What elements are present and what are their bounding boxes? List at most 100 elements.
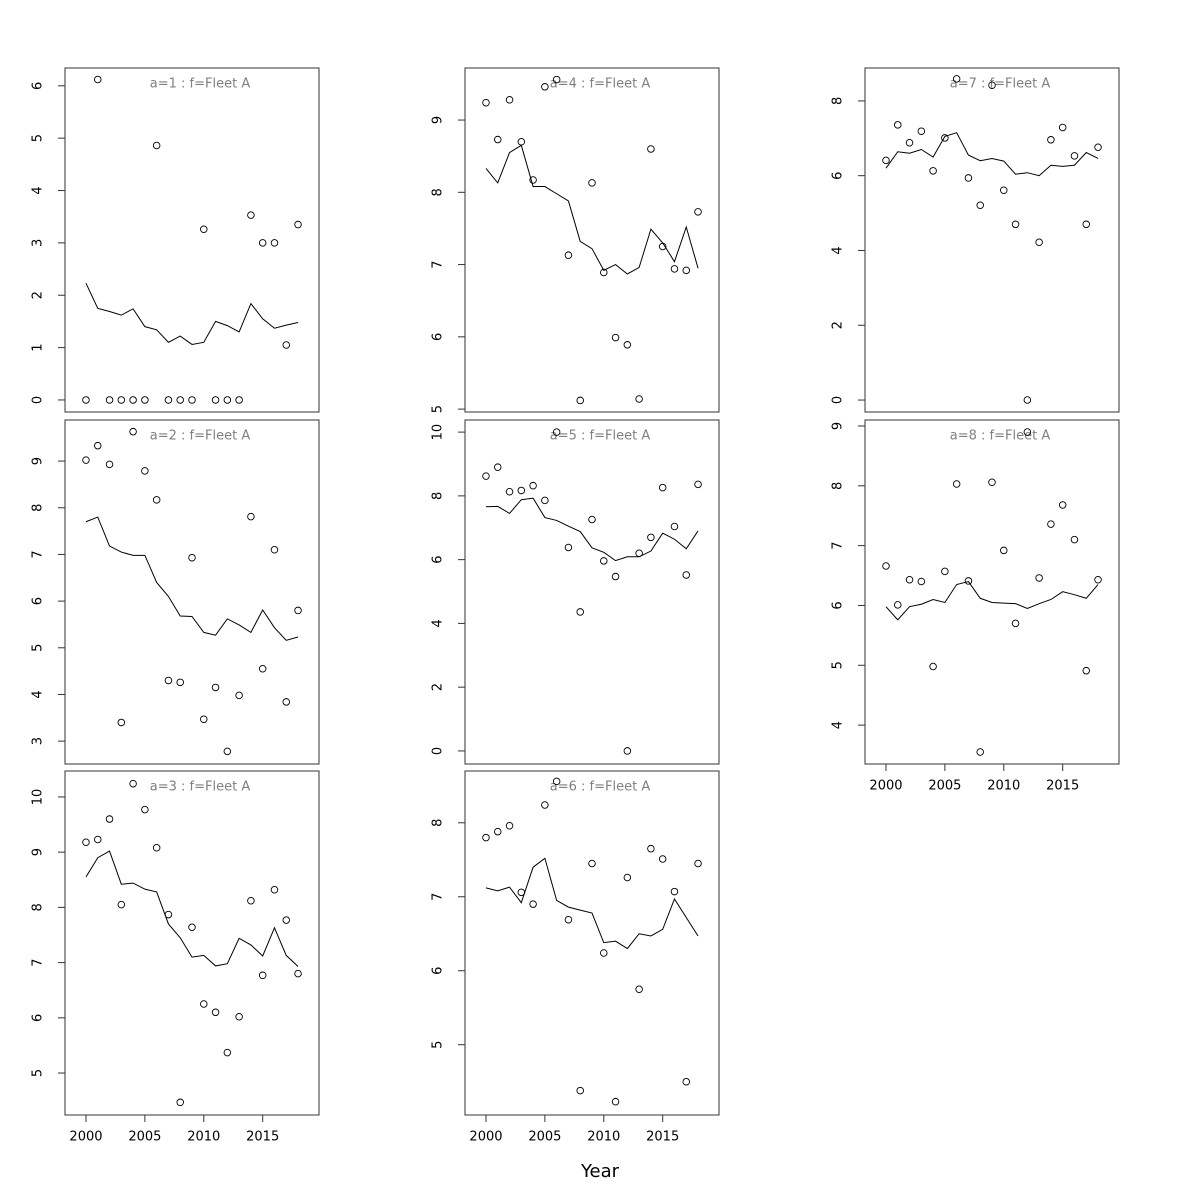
data-point	[1000, 546, 1008, 555]
data-point	[1035, 574, 1043, 582]
panel-title: a=1 : f=Fleet A	[150, 77, 251, 92]
y-tick-label: 4	[431, 619, 446, 627]
data-point	[82, 396, 90, 404]
y-tick-label: 5	[431, 405, 446, 413]
data-point	[670, 887, 679, 896]
data-point	[694, 480, 702, 489]
data-point	[1023, 396, 1032, 404]
y-tick-label: 7	[31, 958, 46, 966]
data-point	[670, 522, 679, 531]
data-point	[223, 396, 232, 404]
data-point	[682, 1077, 690, 1086]
data-point	[611, 333, 620, 342]
data-point	[200, 715, 208, 723]
x-tick-label: 2015	[646, 1130, 679, 1145]
y-tick-label: 5	[31, 134, 46, 142]
fitted-line	[885, 580, 1099, 621]
panel-frame	[64, 419, 320, 765]
y-tick-label: 7	[831, 541, 846, 549]
y-tick-label: 9	[431, 116, 446, 124]
data-point	[917, 127, 926, 135]
data-point	[600, 268, 608, 277]
data-point	[647, 145, 655, 153]
data-point	[176, 678, 184, 687]
data-point	[576, 396, 584, 405]
data-point	[894, 601, 902, 609]
y-tick-label: 5	[831, 661, 846, 669]
x-tick-label: 2005	[128, 1130, 161, 1145]
data-point	[647, 533, 655, 542]
y-tick-label: 2	[831, 321, 846, 329]
data-point	[588, 179, 596, 187]
panel-frame	[64, 67, 320, 413]
data-point	[1023, 428, 1032, 436]
data-point	[517, 486, 526, 495]
data-point	[988, 478, 996, 486]
data-point	[105, 396, 114, 404]
y-tick-label: 7	[431, 260, 446, 268]
x-tick-label: 2000	[469, 1130, 502, 1145]
fitted-line	[85, 282, 299, 345]
data-point	[564, 543, 573, 552]
y-tick-label: 0	[431, 747, 446, 755]
x-tick-label: 2015	[246, 1130, 279, 1145]
data-point	[882, 562, 890, 570]
fitted-line	[85, 850, 299, 967]
panel-frame	[64, 770, 320, 1116]
data-point	[1070, 152, 1079, 160]
data-point	[623, 747, 632, 755]
data-point	[952, 480, 961, 488]
data-point	[623, 341, 632, 349]
fitted-line	[885, 132, 1099, 177]
data-point	[600, 949, 608, 957]
data-point	[152, 496, 161, 504]
data-point	[1035, 238, 1043, 246]
data-point	[282, 916, 290, 924]
data-point	[623, 873, 632, 882]
data-point	[541, 496, 549, 505]
data-point	[258, 665, 267, 673]
data-point	[247, 211, 255, 219]
y-tick-label: 8	[31, 504, 46, 512]
data-point	[235, 691, 243, 700]
data-point	[270, 546, 279, 554]
data-point	[564, 251, 573, 259]
data-point	[258, 239, 267, 247]
y-tick-label: 4	[831, 246, 846, 254]
data-point	[600, 557, 608, 565]
panel-title: a=6 : f=Fleet A	[550, 780, 651, 795]
y-tick-label: 5	[31, 644, 46, 652]
data-point	[694, 208, 702, 216]
fitted-line	[485, 857, 699, 950]
panel-frame	[464, 419, 720, 765]
data-point	[941, 134, 949, 142]
y-tick-label: 0	[31, 396, 46, 404]
x-tick-label: 2000	[69, 1130, 102, 1145]
data-point	[976, 201, 984, 209]
y-tick-label: 8	[831, 482, 846, 490]
data-point	[988, 81, 996, 89]
data-point	[670, 265, 679, 273]
data-point	[552, 75, 561, 84]
y-tick-label: 2	[431, 683, 446, 691]
y-tick-label: 10	[431, 424, 446, 441]
data-point	[282, 698, 290, 706]
data-point	[94, 75, 102, 84]
panel-title: a=3 : f=Fleet A	[150, 780, 251, 795]
data-point	[882, 156, 890, 165]
data-point	[129, 779, 137, 788]
data-point	[1011, 220, 1020, 229]
data-point	[235, 396, 243, 404]
data-point	[176, 396, 184, 404]
data-point	[494, 135, 502, 144]
data-point	[635, 985, 643, 993]
data-point	[929, 662, 937, 671]
data-point	[1011, 619, 1020, 628]
data-point	[247, 512, 255, 521]
data-point	[247, 897, 255, 905]
data-point	[129, 396, 137, 404]
data-point	[200, 225, 208, 234]
y-tick-label: 7	[431, 893, 446, 901]
y-tick-label: 8	[431, 819, 446, 827]
